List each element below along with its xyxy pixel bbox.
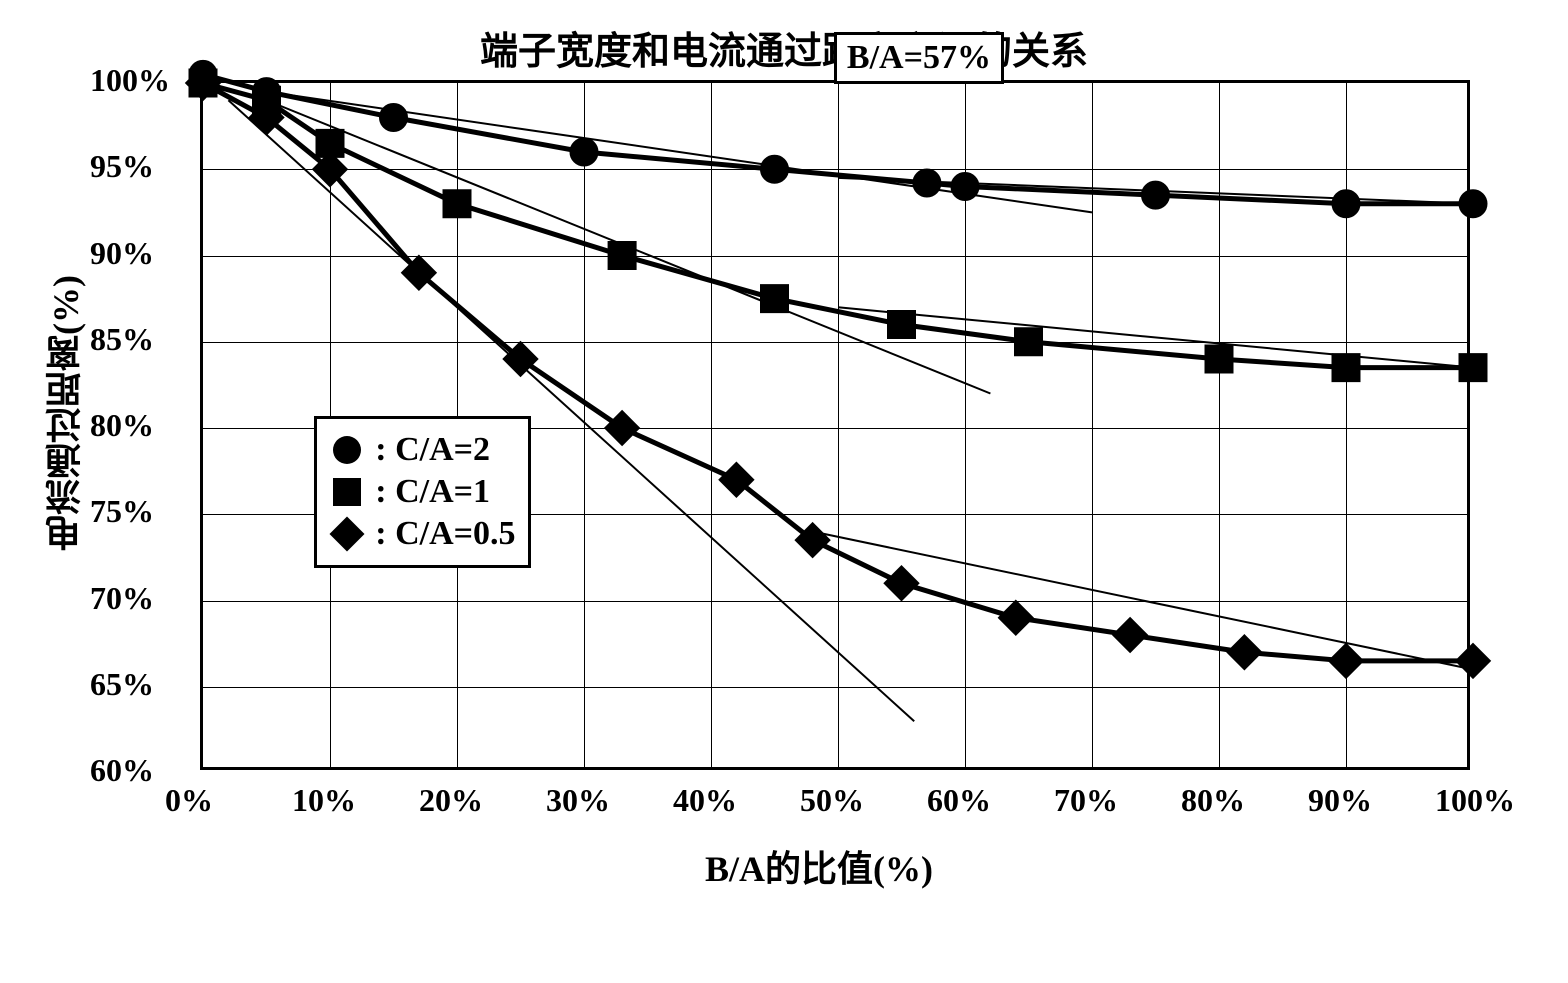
x-tick-label: 100% [1435, 782, 1515, 819]
y-tick-label: 70% [90, 580, 154, 617]
legend-item: : C/A=1 [329, 473, 515, 511]
tangent-line [838, 307, 1473, 367]
x-tick-label: 70% [1054, 782, 1118, 819]
x-tick-label: 10% [292, 782, 356, 819]
series-marker [884, 566, 919, 601]
legend-item: : C/A=2 [329, 431, 515, 469]
series-marker [888, 311, 916, 339]
y-axis-label: 电流通过距离(%) [40, 275, 92, 551]
y-tick-label: 95% [90, 148, 154, 185]
series-marker [380, 104, 408, 132]
x-tick-label: 90% [1308, 782, 1372, 819]
diamond-icon [329, 516, 365, 552]
annotation: B/A=57% [834, 32, 1004, 84]
x-tick-label: 60% [927, 782, 991, 819]
square-icon [329, 474, 365, 510]
y-tick-label: 90% [90, 235, 154, 272]
series-marker [1142, 181, 1170, 209]
y-tick-label: 60% [90, 752, 154, 789]
series-marker [761, 285, 789, 313]
legend: : C/A=2 : C/A=1 : C/A=0.5 [314, 416, 530, 568]
legend-label: : C/A=2 [375, 431, 490, 469]
tangent-line [228, 100, 914, 721]
y-tick-label: 80% [90, 407, 154, 444]
series-marker [998, 600, 1033, 635]
legend-label: : C/A=0.5 [375, 515, 515, 553]
x-axis-label: B/A的比值(%) [705, 840, 933, 892]
chart-title: 端子宽度和电流通过距离之间的关系 [20, 20, 1548, 75]
x-tick-label: 40% [673, 782, 737, 819]
series-marker [1459, 190, 1487, 218]
x-tick-label: 20% [419, 782, 483, 819]
series-marker [1459, 354, 1487, 382]
series-marker [913, 169, 941, 197]
series-marker [1113, 618, 1148, 653]
x-tick-label: 0% [165, 782, 213, 819]
chart-container: 端子宽度和电流通过距离之间的关系 电流通过距离(%) B/A的比值(%) : C… [20, 20, 1548, 963]
x-tick-label: 30% [546, 782, 610, 819]
x-tick-label: 50% [800, 782, 864, 819]
y-tick-label: 85% [90, 321, 154, 358]
legend-item: : C/A=0.5 [329, 515, 515, 553]
y-tick-label: 65% [90, 666, 154, 703]
legend-label: : C/A=1 [375, 473, 490, 511]
circle-icon [329, 432, 365, 468]
series-marker [1456, 643, 1491, 678]
series-marker [1227, 635, 1262, 670]
x-tick-label: 80% [1181, 782, 1245, 819]
y-tick-label: 75% [90, 493, 154, 530]
y-tick-label: 100% [90, 62, 170, 99]
